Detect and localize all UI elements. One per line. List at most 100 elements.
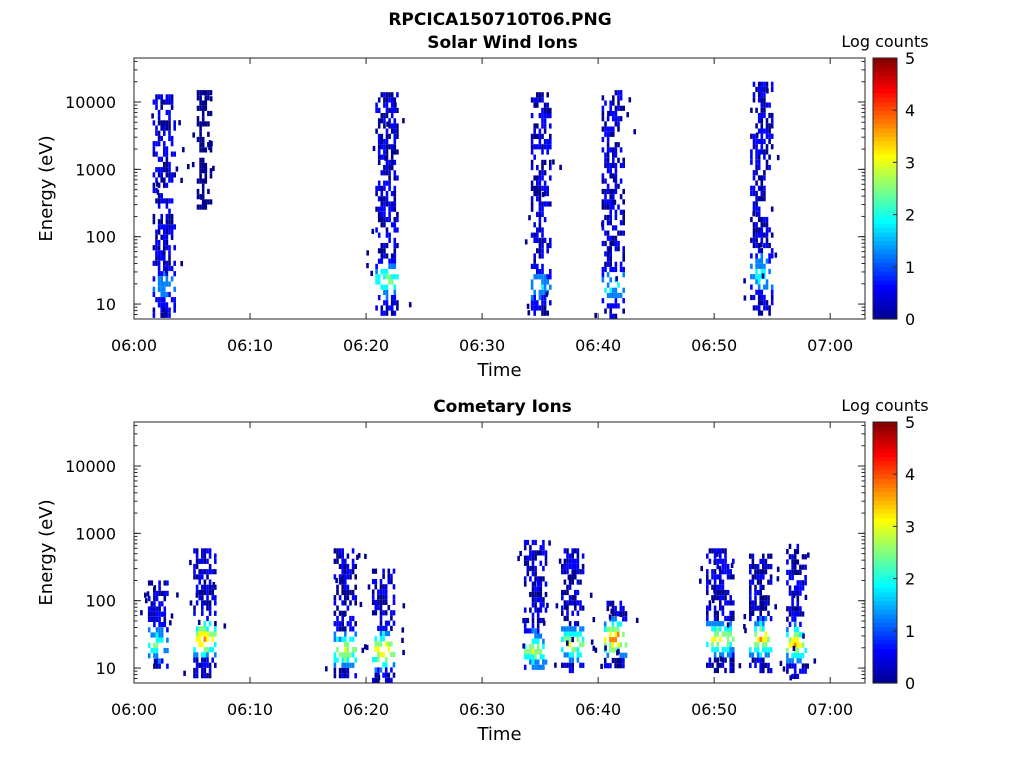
- data-cell: [536, 576, 540, 582]
- colorbar-swatch: [873, 105, 897, 111]
- data-cell: [383, 274, 386, 280]
- data-cell: [536, 623, 540, 629]
- colorbar-tick-label: 1: [905, 258, 915, 277]
- data-cell: [382, 672, 385, 678]
- data-cell: [752, 232, 756, 238]
- data-cell: [757, 305, 761, 311]
- data-cell: [160, 286, 163, 292]
- data-cell: [726, 626, 730, 632]
- data-cell: [533, 154, 536, 160]
- data-cell: [793, 663, 797, 669]
- data-cell: [168, 198, 171, 204]
- data-cell: [388, 107, 391, 113]
- data-cell: [716, 589, 719, 596]
- data-cell: [393, 144, 397, 150]
- data-cell: [155, 637, 159, 643]
- data-cell: [612, 287, 615, 293]
- data-cell: [533, 300, 536, 306]
- data-cell: [799, 653, 802, 659]
- data-cell: [385, 243, 389, 249]
- colorbar-swatch: [873, 305, 897, 311]
- data-cell: [700, 565, 703, 572]
- data-cell: [732, 615, 735, 622]
- data-cell: [380, 201, 384, 207]
- data-cell: [523, 545, 527, 551]
- data-cell: [760, 242, 763, 248]
- data-cell: [546, 107, 549, 113]
- data-cell: [523, 654, 527, 660]
- data-cell: [601, 116, 605, 122]
- data-cell: [762, 569, 765, 575]
- data-cell: [788, 621, 792, 627]
- colorbar-swatch: [873, 123, 897, 129]
- data-cell: [390, 641, 393, 647]
- data-cell: [165, 260, 169, 266]
- data-cell: [192, 132, 195, 138]
- data-cell: [581, 605, 585, 611]
- data-cell: [601, 178, 605, 184]
- data-cell: [377, 123, 381, 129]
- data-cell: [538, 295, 542, 301]
- colorbar-swatch: [873, 535, 897, 541]
- data-cell: [546, 185, 549, 191]
- colorbar-swatch: [873, 548, 897, 554]
- colorbar-swatch: [873, 66, 897, 72]
- data-cell: [158, 606, 161, 612]
- data-cell: [380, 310, 384, 316]
- data-cell: [770, 144, 774, 150]
- data-cell: [153, 622, 156, 628]
- data-cell: [206, 652, 209, 658]
- data-cell: [536, 664, 540, 670]
- data-cell: [604, 261, 607, 267]
- data-cell: [721, 595, 725, 601]
- data-cell: [536, 607, 540, 613]
- data-cell: [393, 175, 397, 181]
- data-cell: [341, 548, 344, 554]
- data-cell: [349, 569, 352, 575]
- colorbar-swatch: [873, 162, 897, 168]
- data-cell: [170, 224, 174, 230]
- data-cell: [793, 632, 797, 638]
- data-cell: [538, 217, 542, 223]
- data-cell: [729, 610, 732, 616]
- data-cell: [150, 632, 154, 638]
- data-cell: [396, 305, 399, 311]
- data-cell: [614, 616, 617, 622]
- data-cell: [566, 569, 569, 575]
- data-cell: [341, 584, 344, 590]
- data-cell: [606, 152, 610, 158]
- data-cell: [601, 240, 605, 247]
- data-cell: [388, 211, 391, 217]
- data-cell: [617, 142, 620, 148]
- data-cell: [765, 133, 769, 139]
- data-cell: [541, 206, 544, 212]
- data-cell: [719, 548, 722, 554]
- data-cell: [165, 146, 169, 152]
- data-cell: [712, 597, 715, 604]
- data-cell: [792, 645, 796, 651]
- data-cell: [760, 107, 764, 113]
- data-cell: [336, 584, 339, 590]
- data-cell: [214, 584, 217, 590]
- data-cell: [160, 167, 163, 173]
- data-cell: [195, 626, 199, 632]
- data-cell: [383, 300, 386, 306]
- colorbar-swatch: [873, 613, 897, 619]
- data-cell: [719, 589, 722, 596]
- data-cell: [343, 611, 346, 617]
- data-cell: [538, 196, 542, 202]
- data-cell: [165, 125, 169, 131]
- data-cell: [546, 139, 549, 145]
- data-cell: [346, 621, 350, 627]
- data-cell: [365, 644, 369, 651]
- data-cell: [619, 292, 623, 299]
- data-cell: [165, 120, 169, 126]
- data-cell: [612, 303, 615, 309]
- data-cell: [760, 123, 764, 129]
- colorbar-swatch: [873, 266, 897, 272]
- data-cell: [755, 242, 758, 249]
- data-cell: [807, 552, 810, 558]
- data-cell: [163, 596, 167, 602]
- data-cell: [530, 113, 534, 119]
- data-cell: [721, 657, 725, 663]
